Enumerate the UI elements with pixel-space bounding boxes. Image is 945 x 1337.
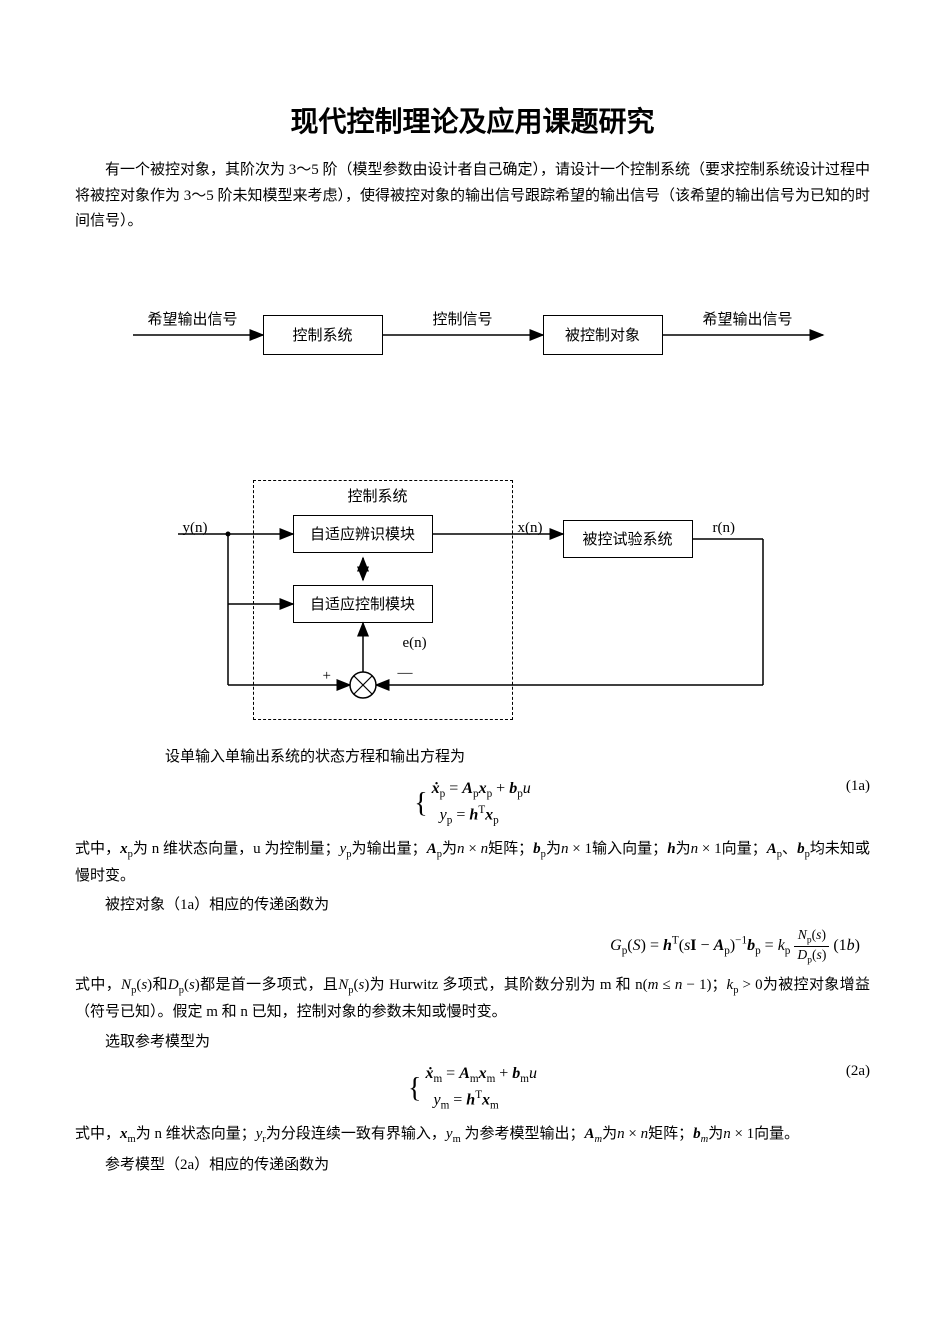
d1-box-control-system: 控制系统 bbox=[263, 315, 383, 355]
eq-1a-num: (1a) bbox=[846, 778, 870, 795]
equation-2a: { ẋm = Amxm + bmu ym = hTxm (2a) bbox=[75, 1063, 870, 1114]
d1-label-right: 希望输出信号 bbox=[703, 308, 793, 329]
diagram-2: 控制系统 自适应辨识模块 自适应控制模块 被控试验系统 y(n) x(n) r(… bbox=[123, 470, 823, 730]
para-after-2a-1: 式中，xm为 n 维状态向量；yr为分段连续一致有界输入，ym 为参考模型输出；… bbox=[75, 1122, 870, 1149]
para-after-2a-2: 参考模型（2a）相应的传递函数为 bbox=[75, 1153, 870, 1179]
equation-1a: { ẋp = Apxp + bpu yp = hTxp (1a) bbox=[75, 778, 870, 829]
equation-1b: Gp(S) = hT(sI − Ap)−1bp = kp Np(s)Dp(s) … bbox=[75, 927, 870, 965]
page-title: 现代控制理论及应用课题研究 bbox=[75, 100, 870, 140]
diagram-1-svg bbox=[103, 290, 843, 370]
para-after-1a-1: 式中，xp为 n 维状态向量，u 为控制量；yp为输出量；Ap为n × n矩阵；… bbox=[75, 837, 870, 889]
diagram-1: 希望输出信号 控制系统 控制信号 被控制对象 希望输出信号 bbox=[103, 290, 843, 370]
d1-box-plant: 被控制对象 bbox=[543, 315, 663, 355]
text-after-d2: 设单输入单输出系统的状态方程和输出方程为 bbox=[75, 745, 870, 771]
para-after-1b-1: 式中，Np(s)和Dp(s)都是首一多项式，且Np(s)为 Hurwitz 多项… bbox=[75, 973, 870, 1025]
diagram-2-svg bbox=[123, 470, 823, 730]
para-after-1a-2: 被控对象（1a）相应的传递函数为 bbox=[75, 893, 870, 919]
eq-2a-num: (2a) bbox=[846, 1063, 870, 1080]
intro-paragraph: 有一个被控对象，其阶次为 3～5 阶（模型参数由设计者自己确定），请设计一个控制… bbox=[75, 158, 870, 235]
d1-label-left: 希望输出信号 bbox=[148, 308, 238, 329]
d1-label-mid: 控制信号 bbox=[433, 308, 493, 329]
para-after-1b-2: 选取参考模型为 bbox=[75, 1030, 870, 1056]
